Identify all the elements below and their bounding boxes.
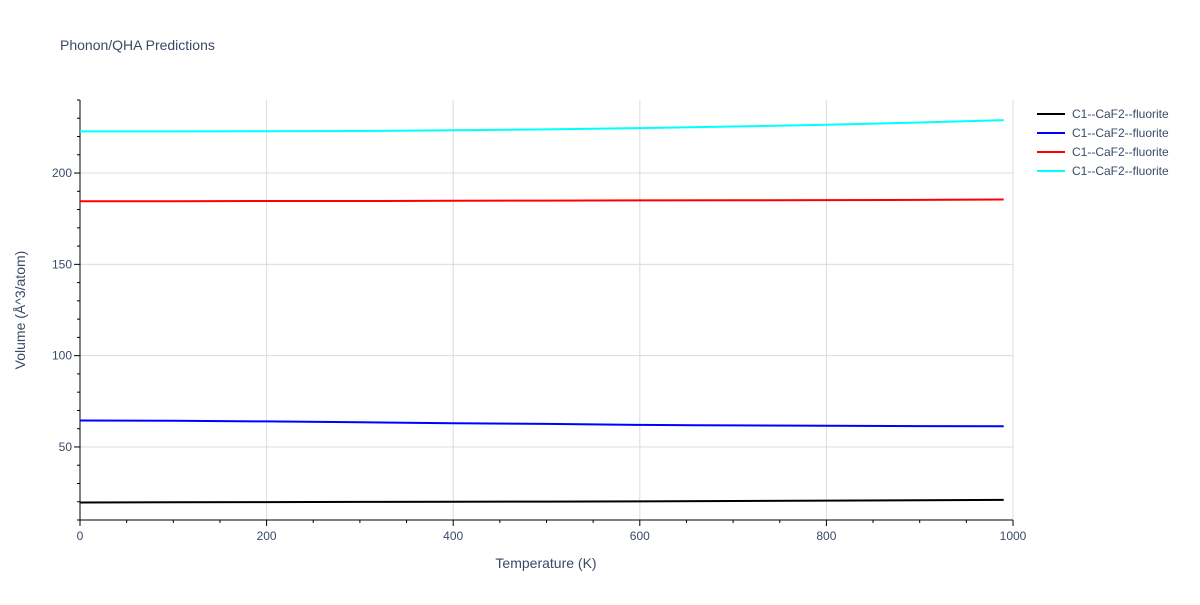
x-tick-label: 0 (77, 529, 84, 543)
y-axis-label: Volume (Å^3/atom) (12, 251, 28, 370)
x-tick-label: 800 (816, 529, 836, 543)
x-tick-label: 1000 (1000, 529, 1027, 543)
x-tick-label: 400 (443, 529, 463, 543)
y-tick-label: 50 (59, 440, 73, 454)
legend-label-2: C1--CaF2--fluorite (1072, 126, 1169, 140)
axes (74, 99, 1014, 526)
legend-label-3: C1--CaF2--fluorite (1072, 145, 1169, 159)
y-tick-label: 100 (52, 349, 72, 363)
series-line-3 (80, 198, 1004, 203)
x-tick-label: 600 (630, 529, 650, 543)
y-tick-label: 200 (52, 166, 72, 180)
tick-labels: 0 200 400 600 800 1000 50 100 150 200 (52, 166, 1027, 543)
series-line-4 (80, 119, 1004, 133)
legend-label-4: C1--CaF2--fluorite (1072, 164, 1169, 178)
series-line-1 (79, 498, 1004, 504)
grid-lines (80, 100, 1014, 520)
y-tick-label: 150 (52, 257, 72, 271)
plot-area (79, 119, 1004, 504)
series-line-2 (79, 419, 1004, 428)
x-axis-label: Temperature (K) (495, 555, 596, 571)
chart-title: Phonon/QHA Predictions (60, 37, 215, 53)
x-tick-label: 200 (257, 529, 277, 543)
legend: C1--CaF2--fluorite C1--CaF2--fluorite C1--… (1037, 107, 1169, 178)
legend-label-1: C1--CaF2--fluorite (1072, 107, 1169, 121)
